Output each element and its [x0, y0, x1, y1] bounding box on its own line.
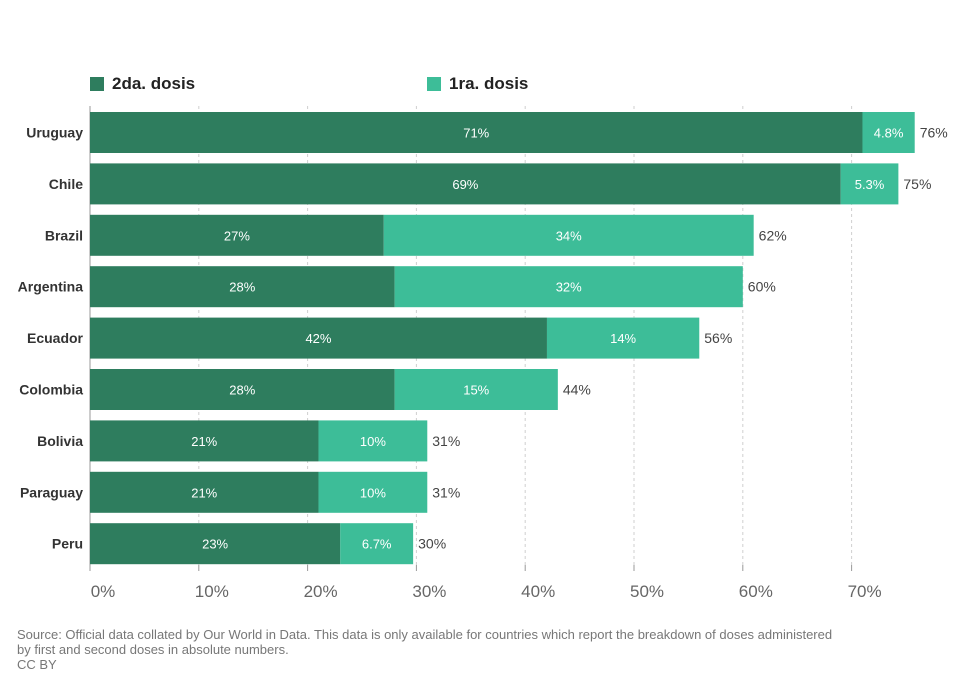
- category-label-argentina: Argentina: [18, 279, 84, 295]
- legend-item-1ra-dosis: 1ra. dosis: [427, 74, 528, 94]
- category-label-brazil: Brazil: [45, 227, 83, 243]
- bar-label-bolivia-2da-dosis: 21%: [191, 434, 217, 449]
- category-label-colombia: Colombia: [19, 382, 83, 398]
- category-label-bolivia: Bolivia: [37, 433, 83, 449]
- x-tick-label-50: 50%: [630, 582, 664, 601]
- license-label: CC BY: [17, 657, 57, 672]
- bar-argentina-2da-dosis: [90, 266, 395, 308]
- source-note: Source: Official data collated by Our Wo…: [17, 627, 957, 672]
- bar-chile-2da-dosis: [90, 163, 841, 205]
- bar-label-chile-2da-dosis: 69%: [452, 177, 478, 192]
- bar-ecuador-1ra-dosis: [546, 317, 700, 359]
- source-line-2: by first and second doses in absolute nu…: [17, 642, 289, 657]
- bar-peru-1ra-dosis: [340, 523, 414, 565]
- legend-label-2da-dosis: 2da. dosis: [112, 74, 196, 93]
- x-tick-label-30: 30%: [412, 582, 446, 601]
- total-label-colombia: 44%: [563, 382, 591, 398]
- bar-ecuador-2da-dosis: [90, 317, 547, 359]
- legend-swatch-1ra-dosis: [427, 77, 441, 91]
- bar-label-peru-1ra-dosis: 6.7%: [362, 537, 392, 552]
- bar-uruguay-2da-dosis: [90, 112, 863, 153]
- bar-label-ecuador-1ra-dosis: 14%: [610, 331, 636, 346]
- x-tick-label-0: 0%: [91, 582, 116, 601]
- bar-uruguay-1ra-dosis: [862, 112, 915, 153]
- bar-label-brazil-2da-dosis: 27%: [224, 228, 250, 243]
- bar-bolivia-2da-dosis: [90, 420, 319, 462]
- total-label-uruguay: 76%: [920, 125, 948, 141]
- bar-colombia-2da-dosis: [90, 369, 395, 410]
- category-label-chile: Chile: [49, 176, 83, 192]
- total-label-paraguay: 31%: [432, 484, 460, 500]
- bar-label-brazil-1ra-dosis: 34%: [556, 228, 582, 243]
- bar-label-uruguay-1ra-dosis: 4.8%: [874, 126, 904, 141]
- legend-swatch-2da-dosis: [90, 77, 104, 91]
- total-label-bolivia: 31%: [432, 433, 460, 449]
- bar-label-argentina-1ra-dosis: 32%: [556, 280, 582, 295]
- total-label-brazil: 62%: [759, 227, 787, 243]
- x-tick-label-10: 10%: [195, 582, 229, 601]
- bar-bolivia-1ra-dosis: [318, 420, 428, 462]
- bar-label-colombia-2da-dosis: 28%: [229, 383, 255, 398]
- total-label-argentina: 60%: [748, 279, 776, 295]
- bar-label-paraguay-2da-dosis: 21%: [191, 485, 217, 500]
- x-tick-label-70: 70%: [848, 582, 882, 601]
- bar-label-chile-1ra-dosis: 5.3%: [855, 177, 885, 192]
- bar-label-peru-2da-dosis: 23%: [202, 537, 228, 552]
- bar-brazil-2da-dosis: [90, 214, 384, 256]
- bar-argentina-1ra-dosis: [394, 266, 743, 308]
- bar-chile-1ra-dosis: [840, 163, 899, 205]
- x-tick-label-60: 60%: [739, 582, 773, 601]
- category-label-ecuador: Ecuador: [27, 330, 84, 346]
- bar-brazil-1ra-dosis: [383, 214, 754, 256]
- bar-label-ecuador-2da-dosis: 42%: [305, 331, 331, 346]
- bar-label-colombia-1ra-dosis: 15%: [463, 383, 489, 398]
- bar-label-bolivia-1ra-dosis: 10%: [360, 434, 386, 449]
- total-label-chile: 75%: [903, 176, 931, 192]
- legend-label-1ra-dosis: 1ra. dosis: [449, 74, 529, 93]
- category-label-paraguay: Paraguay: [20, 484, 83, 500]
- legend-item-2da-dosis: 2da. dosis: [90, 74, 195, 94]
- total-label-peru: 30%: [418, 536, 446, 552]
- category-label-peru: Peru: [52, 536, 83, 552]
- total-label-ecuador: 56%: [704, 330, 732, 346]
- x-tick-label-40: 40%: [521, 582, 555, 601]
- category-label-uruguay: Uruguay: [26, 125, 83, 141]
- bar-paraguay-1ra-dosis: [318, 471, 428, 513]
- bar-peru-2da-dosis: [90, 523, 341, 565]
- bar-label-uruguay-2da-dosis: 71%: [463, 126, 489, 141]
- bar-label-paraguay-1ra-dosis: 10%: [360, 485, 386, 500]
- bar-colombia-1ra-dosis: [394, 369, 558, 410]
- bar-label-argentina-2da-dosis: 28%: [229, 280, 255, 295]
- bar-paraguay-2da-dosis: [90, 471, 319, 513]
- source-line-1: Source: Official data collated by Our Wo…: [17, 627, 833, 642]
- x-tick-label-20: 20%: [304, 582, 338, 601]
